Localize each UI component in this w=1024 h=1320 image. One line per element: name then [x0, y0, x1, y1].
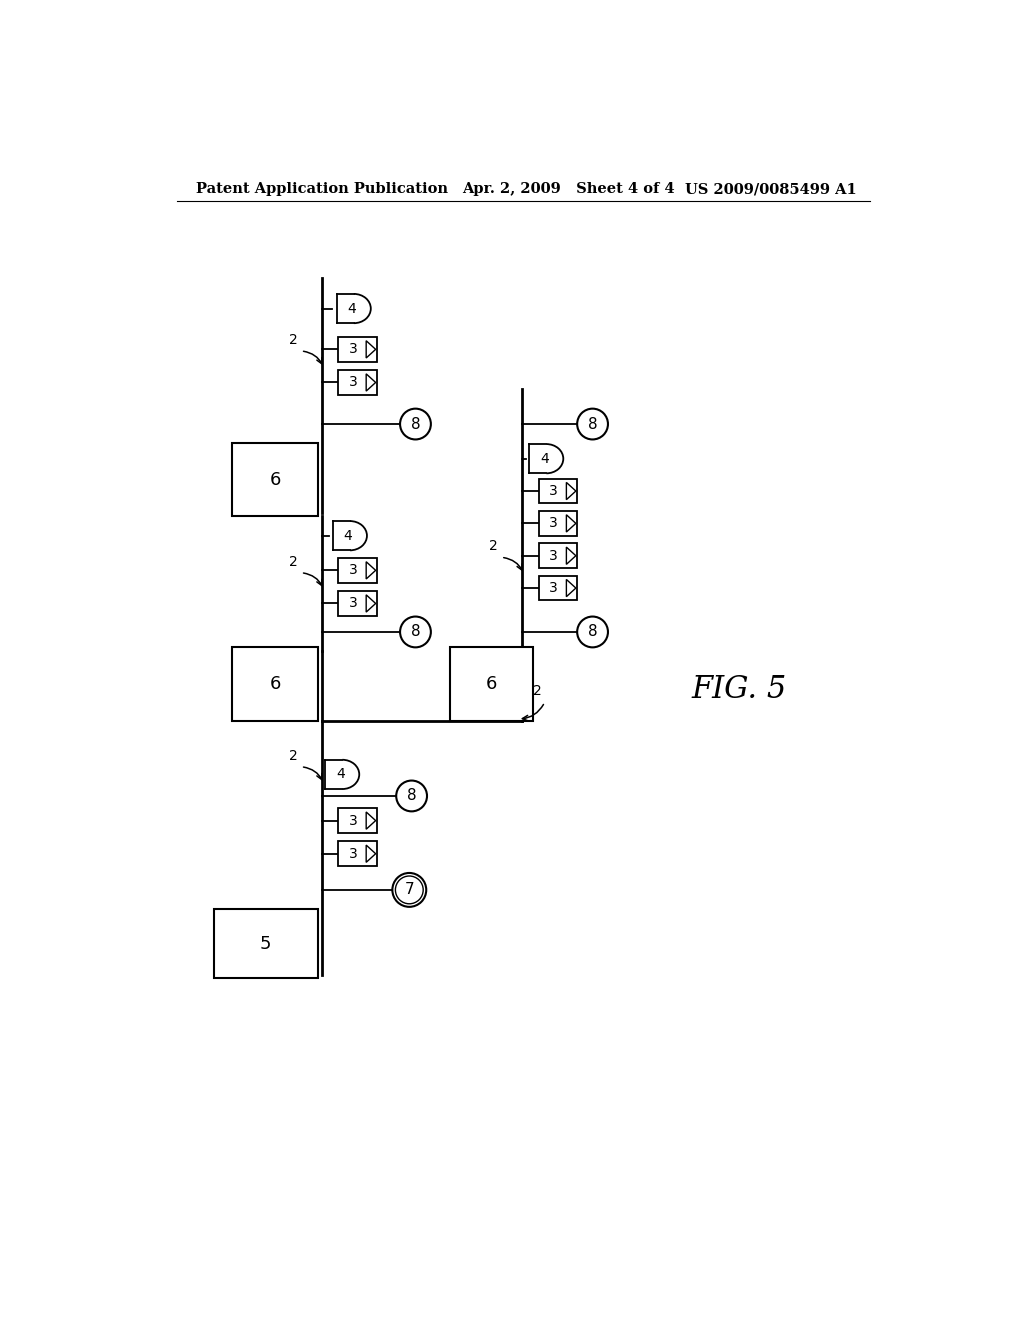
Text: 6: 6	[269, 471, 281, 488]
Bar	[339, 558, 377, 582]
Text: 3: 3	[549, 484, 558, 498]
Text: 4: 4	[540, 451, 549, 466]
Bar	[232, 647, 318, 721]
Polygon shape	[367, 374, 376, 391]
Bar	[232, 444, 318, 516]
Bar	[539, 544, 578, 568]
Bar	[451, 647, 534, 721]
Text: FIG. 5: FIG. 5	[691, 675, 786, 705]
Text: 3: 3	[349, 564, 357, 577]
Bar	[214, 909, 317, 978]
Polygon shape	[367, 562, 376, 579]
Bar	[539, 479, 578, 503]
Circle shape	[578, 616, 608, 647]
Circle shape	[396, 780, 427, 812]
Text: 8: 8	[588, 624, 597, 639]
Bar	[339, 337, 377, 362]
Text: 3: 3	[549, 581, 558, 595]
Text: 2: 2	[488, 540, 498, 553]
Polygon shape	[367, 595, 376, 612]
Bar	[339, 808, 377, 833]
Polygon shape	[367, 812, 376, 829]
Text: 4: 4	[347, 301, 356, 315]
Bar	[339, 591, 377, 615]
Text: 4: 4	[336, 767, 344, 781]
Circle shape	[578, 409, 608, 440]
Bar	[539, 511, 578, 536]
Text: 3: 3	[349, 342, 357, 356]
Text: 2: 2	[289, 748, 297, 763]
Bar	[539, 576, 578, 601]
Text: 8: 8	[411, 417, 420, 432]
Text: 2: 2	[289, 333, 297, 347]
Text: 6: 6	[486, 675, 498, 693]
Text: 6: 6	[269, 675, 281, 693]
Polygon shape	[566, 482, 575, 500]
Text: 8: 8	[407, 788, 417, 804]
Text: Apr. 2, 2009   Sheet 4 of 4: Apr. 2, 2009 Sheet 4 of 4	[462, 182, 674, 197]
Polygon shape	[566, 515, 575, 532]
Text: 3: 3	[549, 549, 558, 562]
Polygon shape	[566, 546, 575, 565]
Text: 4: 4	[343, 529, 352, 543]
Polygon shape	[566, 579, 575, 597]
Polygon shape	[367, 341, 376, 358]
Bar	[339, 370, 377, 395]
Text: 2: 2	[532, 684, 542, 698]
Text: 3: 3	[349, 813, 357, 828]
Circle shape	[400, 616, 431, 647]
Bar	[339, 841, 377, 866]
Text: 8: 8	[411, 624, 420, 639]
Circle shape	[395, 876, 423, 904]
Text: 8: 8	[588, 417, 597, 432]
Text: 2: 2	[289, 554, 297, 569]
Text: Patent Application Publication: Patent Application Publication	[196, 182, 449, 197]
Circle shape	[400, 409, 431, 440]
Text: 3: 3	[549, 516, 558, 531]
Text: 3: 3	[349, 375, 357, 389]
Text: US 2009/0085499 A1: US 2009/0085499 A1	[685, 182, 857, 197]
Text: 3: 3	[349, 597, 357, 610]
Circle shape	[392, 873, 426, 907]
Text: 3: 3	[349, 846, 357, 861]
Polygon shape	[367, 845, 376, 862]
Text: 7: 7	[404, 882, 414, 898]
Text: 5: 5	[260, 935, 271, 953]
